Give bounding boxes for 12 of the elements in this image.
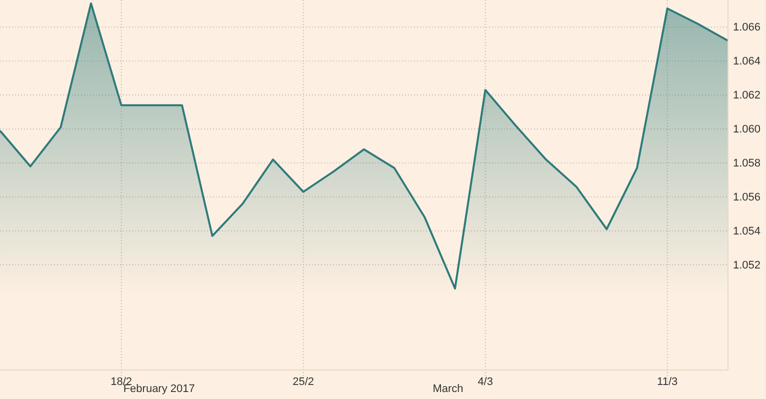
text: March	[432, 383, 464, 395]
x-tick-label: 4/3	[478, 376, 493, 388]
y-tick-label: 1.052	[733, 259, 761, 272]
x-tick-label: 11/3	[657, 376, 678, 388]
y-tick-label: 1.066	[733, 22, 761, 34]
y-tick-label: 1.062	[733, 90, 761, 102]
x-tick-label: 25/2	[292, 376, 314, 388]
y-tick-label: 1.064	[733, 56, 761, 68]
y-tick-label: 1.054	[733, 225, 761, 238]
y-tick-label: 1.058	[733, 157, 761, 170]
y-tick-label: 1.060	[733, 124, 761, 136]
y-tick-label: 1.056	[733, 191, 761, 204]
